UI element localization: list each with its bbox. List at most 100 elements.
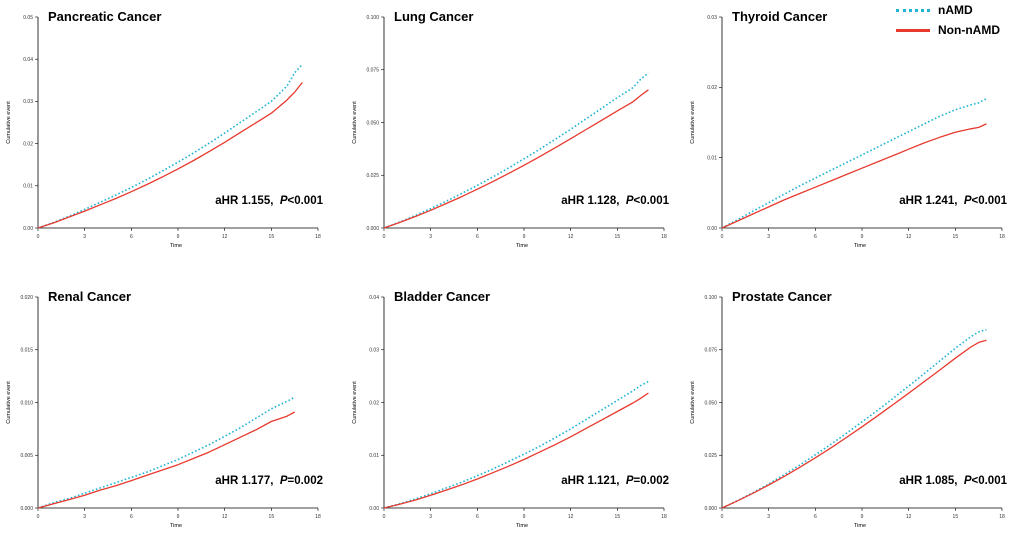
y-tick-label: 0.00 [23,226,33,232]
y-tick-label: 0.050 [704,400,717,406]
series-line-non-namd [37,411,296,509]
ahr-prefix: aHR 1.177, [215,475,280,487]
y-tick-label: 0.03 [23,99,33,105]
p-label: P [626,475,634,487]
y-tick-label: 0.00 [707,226,717,232]
y-tick-label: 0.02 [23,141,33,147]
x-tick-label: 18 [999,514,1005,520]
x-tick-label: 0 [721,234,724,240]
y-axis-label: Cumulative event [352,101,358,144]
x-axis-label: Time [854,243,866,249]
x-tick-label: 15 [953,234,959,240]
y-tick-label: 0.03 [369,348,379,354]
p-value: <0.001 [288,195,324,207]
p-value: <0.001 [972,475,1008,487]
x-axis-label: Time [516,523,528,529]
series-line-non-namd [721,123,987,229]
legend-swatch-non-namd [896,28,930,32]
x-tick-label: 12 [568,234,574,240]
x-tick-label: 9 [861,514,864,520]
x-tick-label: 6 [130,234,133,240]
chart-title: Renal Cancer [48,289,131,304]
x-tick-label: 0 [37,514,40,520]
chart-panel-renal-cancer: 0 3 6 9 12 15 18 0.000 0.005 0.010 0.015 0.020 Time C… [6,289,323,529]
x-tick-label: 0 [721,514,724,520]
y-tick-label: 0.005 [20,453,33,459]
p-value: <0.001 [972,195,1008,207]
x-tick-label: 9 [523,234,526,240]
y-tick-label: 0.000 [20,506,33,512]
legend-item-non-namd: Non-nAMD [896,21,1000,39]
x-tick-label: 12 [906,234,912,240]
p-value: =0.002 [288,475,324,487]
x-tick-label: 15 [953,514,959,520]
legend-label-namd: nAMD [938,3,973,17]
x-tick-label: 12 [568,514,574,520]
x-tick-label: 12 [222,234,228,240]
x-axis-label: Time [170,523,182,529]
x-tick-label: 18 [661,234,667,240]
y-tick-label: 0.015 [20,348,33,354]
x-tick-label: 9 [523,514,526,520]
x-tick-label: 15 [269,514,275,520]
chart-title: Thyroid Cancer [732,9,827,24]
x-tick-label: 3 [767,514,770,520]
x-tick-label: 0 [383,514,386,520]
ahr-prefix: aHR 1.128, [561,195,626,207]
y-tick-label: 0.075 [704,348,717,354]
y-axis-label: Cumulative event [352,381,358,424]
ahr-annotation: aHR 1.128, P<0.001 [561,195,669,207]
x-tick-label: 6 [814,234,817,240]
x-axis-label: Time [516,243,528,249]
chart-panel-thyroid-cancer: 0 3 6 9 12 15 18 0.00 0.01 0.02 0.03 Time Cumulative… [690,9,1008,249]
p-label: P [964,475,972,487]
y-tick-label: 0.00 [369,506,379,512]
y-tick-label: 0.04 [23,57,33,63]
series-line-non-namd [721,339,987,509]
y-tick-label: 0.000 [366,226,379,232]
x-tick-label: 0 [383,234,386,240]
y-tick-label: 0.01 [369,453,379,459]
series-line-namd [383,72,649,229]
x-tick-label: 3 [767,234,770,240]
y-tick-label: 0.020 [20,295,33,301]
x-tick-label: 15 [269,234,275,240]
y-tick-label: 0.075 [366,68,379,74]
x-tick-label: 18 [315,234,321,240]
y-tick-label: 0.04 [369,295,379,301]
ahr-annotation: aHR 1.085, P<0.001 [899,475,1007,487]
x-tick-label: 6 [130,514,133,520]
y-tick-label: 0.02 [707,85,717,91]
y-tick-label: 0.01 [23,184,33,190]
y-tick-label: 0.100 [366,15,379,21]
chart-panel-prostate-cancer: 0 3 6 9 12 15 18 0.000 0.025 0.050 0.075 0.100 Time C… [690,289,1008,529]
ahr-annotation: aHR 1.241, P<0.001 [899,195,1007,207]
p-value: =0.002 [634,475,670,487]
y-tick-label: 0.050 [366,120,379,126]
x-tick-label: 6 [476,514,479,520]
y-tick-label: 0.01 [707,155,717,161]
x-tick-label: 9 [177,514,180,520]
ahr-annotation: aHR 1.155, P<0.001 [215,195,323,207]
p-label: P [626,195,634,207]
y-tick-label: 0.05 [23,15,33,21]
p-label: P [964,195,972,207]
ahr-prefix: aHR 1.155, [215,195,280,207]
x-tick-label: 15 [615,514,621,520]
series-line-non-namd [37,81,303,229]
series-line-namd [383,380,649,509]
legend: nAMD Non-nAMD [896,0,1020,40]
series-line-non-namd [383,89,649,229]
y-tick-label: 0.000 [704,506,717,512]
y-axis-label: Cumulative event [6,101,12,144]
y-tick-label: 0.02 [369,400,379,406]
p-label: P [280,195,288,207]
x-tick-label: 18 [999,234,1005,240]
ahr-prefix: aHR 1.241, [899,195,964,207]
legend-item-namd: nAMD [896,1,973,19]
x-tick-label: 18 [315,514,321,520]
y-tick-label: 0.010 [20,400,33,406]
p-value: <0.001 [634,195,670,207]
x-axis-label: Time [170,243,182,249]
